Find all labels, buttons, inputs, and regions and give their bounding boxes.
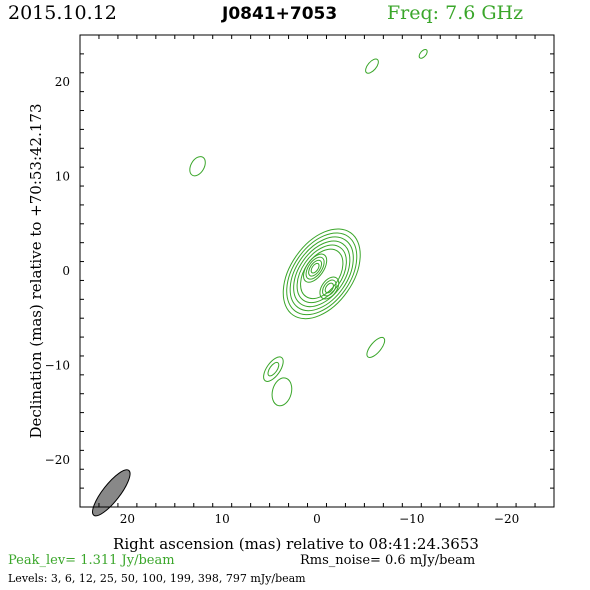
y-tick-label: 20 xyxy=(55,75,70,89)
contour-knot-sw-outer xyxy=(271,377,293,407)
x-tick-label: −20 xyxy=(494,512,519,526)
x-axis-label: Right ascension (mas) relative to 08:41:… xyxy=(113,535,479,553)
y-tick-label: −20 xyxy=(45,453,70,467)
contour-core-envelope xyxy=(289,236,354,312)
x-tick-label: −10 xyxy=(399,512,424,526)
contour-layer xyxy=(189,48,428,407)
tick-layer xyxy=(79,34,555,508)
beam-layer xyxy=(92,469,131,517)
y-tick-label: −10 xyxy=(45,358,70,372)
contour-knot-nw xyxy=(189,156,206,177)
contour-core-envelope xyxy=(286,232,358,316)
frequency-label: Freq: 7.6 GHz xyxy=(387,2,524,24)
contour-levels: Levels: 3, 6, 12, 25, 50, 100, 199, 398,… xyxy=(8,572,306,585)
contour-core-peak xyxy=(308,259,323,277)
x-tick-label: 0 xyxy=(313,512,321,526)
rms-noise: Rms_noise= 0.6 mJy/beam xyxy=(300,553,476,568)
y-tick-label: 0 xyxy=(62,264,70,278)
peak-level: Peak_lev= 1.311 Jy/beam xyxy=(8,553,175,568)
contour-core-envelope xyxy=(296,244,347,304)
contour-core-envelope xyxy=(300,248,344,300)
x-tick-label: 10 xyxy=(215,512,230,526)
contour-core-envelope xyxy=(293,240,351,308)
y-tick-label: 10 xyxy=(55,170,70,184)
tick-label-layer: 20 10 0 −10 −20 20 10 0 −10 −20 xyxy=(45,75,520,526)
contour-knot-ne-far xyxy=(418,48,428,59)
contour-core-peak xyxy=(310,262,320,274)
y-axis-label: Declination (mas) relative to +70:53:42.… xyxy=(27,103,45,438)
source-name: J0841+7053 xyxy=(222,4,338,24)
contour-inner-jet-knot xyxy=(324,282,334,294)
contour-knot-sw-inner xyxy=(267,361,280,377)
observation-date: 2015.10.12 xyxy=(8,2,117,24)
contour-core-peak xyxy=(305,256,325,280)
restoring-beam xyxy=(92,469,131,517)
contour-knot-sw-inner xyxy=(263,356,284,382)
contour-core-envelope xyxy=(282,228,361,320)
contour-knot-e xyxy=(366,336,386,358)
plot-frame xyxy=(79,34,555,508)
contour-knot-ne xyxy=(365,58,379,74)
x-tick-label: 20 xyxy=(120,512,135,526)
